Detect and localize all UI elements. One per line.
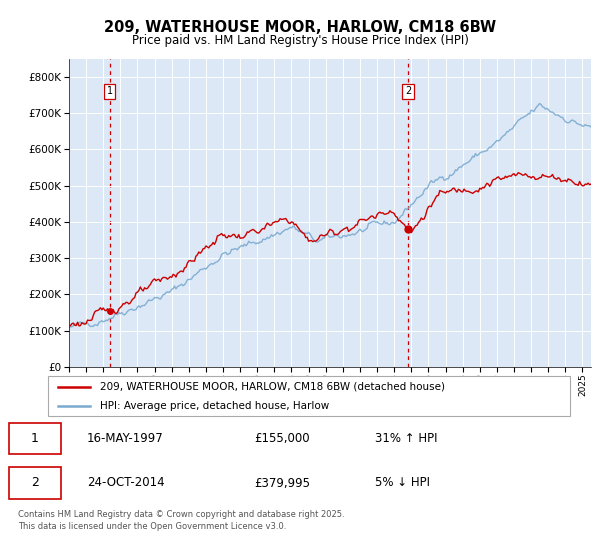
Text: 209, WATERHOUSE MOOR, HARLOW, CM18 6BW (detached house): 209, WATERHOUSE MOOR, HARLOW, CM18 6BW (… [100,381,445,391]
FancyBboxPatch shape [48,376,570,417]
FancyBboxPatch shape [9,423,61,454]
Text: 2: 2 [405,86,411,96]
Text: 24-OCT-2014: 24-OCT-2014 [87,477,164,489]
Text: Price paid vs. HM Land Registry's House Price Index (HPI): Price paid vs. HM Land Registry's House … [131,34,469,46]
Text: 31% ↑ HPI: 31% ↑ HPI [375,432,437,445]
Text: 1: 1 [31,432,39,445]
Text: 2: 2 [31,477,39,489]
Text: £155,000: £155,000 [254,432,310,445]
Text: £379,995: £379,995 [254,477,310,489]
FancyBboxPatch shape [9,468,61,498]
Text: 16-MAY-1997: 16-MAY-1997 [87,432,164,445]
Text: 1: 1 [106,86,113,96]
Text: HPI: Average price, detached house, Harlow: HPI: Average price, detached house, Harl… [100,401,329,411]
Text: 5% ↓ HPI: 5% ↓ HPI [375,477,430,489]
Text: Contains HM Land Registry data © Crown copyright and database right 2025.
This d: Contains HM Land Registry data © Crown c… [18,510,344,531]
Text: 209, WATERHOUSE MOOR, HARLOW, CM18 6BW: 209, WATERHOUSE MOOR, HARLOW, CM18 6BW [104,20,496,35]
